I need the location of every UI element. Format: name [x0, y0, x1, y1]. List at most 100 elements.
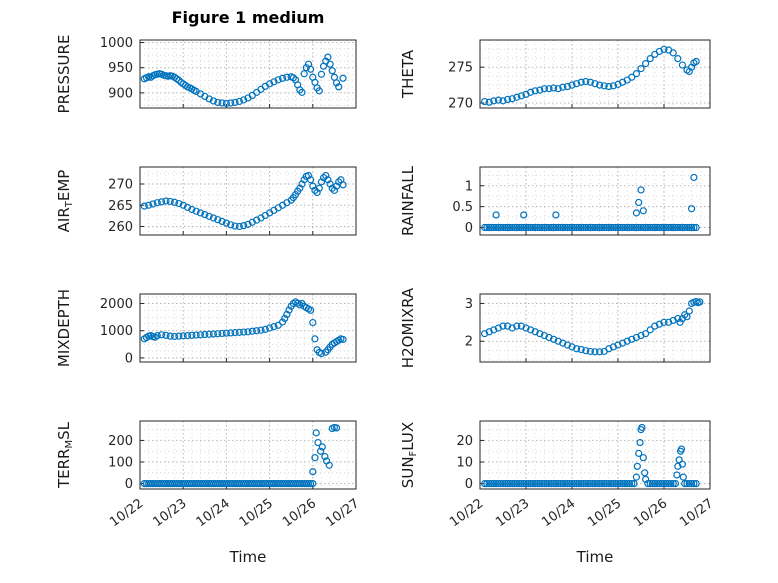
data-point	[266, 80, 274, 88]
data-point	[600, 480, 608, 488]
x-tick-label: 10/25	[585, 496, 624, 530]
data-point	[315, 87, 323, 95]
data-point	[309, 468, 317, 476]
data-point	[231, 98, 239, 107]
x-tick-label: 10/23	[150, 496, 189, 530]
data-point	[520, 223, 528, 232]
data-point	[330, 186, 338, 194]
data-point	[593, 223, 601, 232]
data-point	[638, 423, 646, 432]
data-point	[513, 322, 521, 330]
data-point	[687, 205, 696, 213]
data-point	[192, 207, 200, 215]
data-point	[637, 186, 645, 194]
data-point	[490, 97, 498, 105]
data-point	[517, 92, 526, 100]
data-point	[662, 223, 670, 232]
subplot-terrmsl: 0 100 200 10/22 10/23 10/24 10/25 10/26 10/27	[107, 420, 362, 530]
data-point	[231, 222, 239, 230]
data-point	[140, 202, 148, 210]
data-point	[311, 454, 319, 462]
data-point	[674, 55, 682, 63]
data-point	[497, 480, 505, 488]
data-point	[517, 480, 526, 488]
data-point	[304, 171, 313, 180]
data-point	[328, 67, 336, 75]
data-point	[556, 480, 565, 488]
data-point	[612, 223, 620, 232]
data-point	[547, 480, 555, 488]
data-point	[669, 480, 677, 488]
data-point	[612, 480, 620, 488]
data-point	[639, 207, 647, 215]
data-point	[671, 223, 680, 232]
data-point	[586, 78, 595, 86]
data-point	[240, 96, 248, 104]
data-point	[304, 480, 313, 488]
data-point	[209, 214, 218, 222]
y-tick-label: 275	[448, 61, 473, 76]
data-point	[664, 318, 673, 326]
data-point	[618, 339, 627, 347]
data-point	[660, 223, 668, 232]
data-point	[554, 223, 562, 232]
data-point	[646, 223, 654, 232]
data-point	[309, 182, 317, 190]
data-point	[188, 331, 196, 339]
data-point	[504, 223, 512, 232]
data-point	[266, 324, 274, 332]
data-point	[158, 331, 166, 339]
data-point	[205, 212, 213, 220]
data-point	[664, 223, 673, 232]
data-point	[339, 181, 347, 189]
data-point	[577, 223, 585, 232]
data-point	[253, 216, 261, 224]
data-point	[315, 184, 323, 192]
data-point	[692, 223, 700, 232]
data-point	[559, 480, 567, 488]
data-point	[563, 223, 572, 232]
data-point	[605, 82, 613, 91]
data-point	[326, 60, 334, 68]
data-point	[637, 65, 645, 73]
data-point	[651, 480, 659, 488]
y-tick-label: 0	[125, 477, 133, 492]
data-point	[625, 223, 634, 232]
ylabel-text: TERR	[55, 448, 73, 489]
data-point	[641, 330, 650, 338]
data-point	[559, 339, 567, 347]
series-markers	[481, 173, 700, 232]
subplot-sunflux: 0 10 20 10/22 10/23 10/24 10/25 10/26 10/27	[447, 420, 716, 530]
data-point	[222, 329, 230, 337]
data-point	[501, 223, 509, 232]
data-point	[598, 223, 606, 232]
data-point	[313, 188, 321, 197]
data-point	[524, 223, 532, 232]
data-point	[175, 332, 183, 340]
data-point	[320, 174, 328, 182]
data-point	[515, 223, 523, 232]
data-point	[678, 61, 687, 69]
data-point	[517, 223, 526, 232]
x-tick-label: 10/27	[677, 496, 716, 530]
data-point	[685, 480, 693, 488]
data-point	[614, 223, 622, 232]
data-point	[572, 345, 581, 353]
data-point	[646, 480, 654, 488]
data-point	[655, 223, 664, 232]
y-tick-label: 265	[108, 199, 133, 214]
data-point	[487, 223, 496, 232]
data-point	[227, 221, 235, 229]
data-point	[522, 324, 530, 332]
data-point	[192, 331, 200, 339]
data-point	[531, 87, 539, 95]
data-point	[522, 480, 530, 488]
data-point	[510, 223, 519, 232]
data-point	[205, 330, 213, 338]
data-point	[609, 223, 618, 232]
data-point	[545, 480, 553, 488]
data-point	[222, 99, 230, 108]
data-point	[490, 223, 498, 232]
data-point	[681, 480, 689, 488]
data-point	[300, 70, 308, 78]
